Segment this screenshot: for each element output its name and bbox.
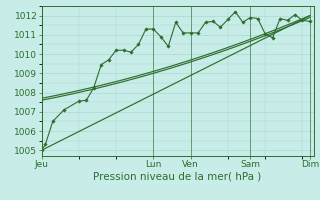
X-axis label: Pression niveau de la mer( hPa ): Pression niveau de la mer( hPa ): [93, 172, 262, 182]
